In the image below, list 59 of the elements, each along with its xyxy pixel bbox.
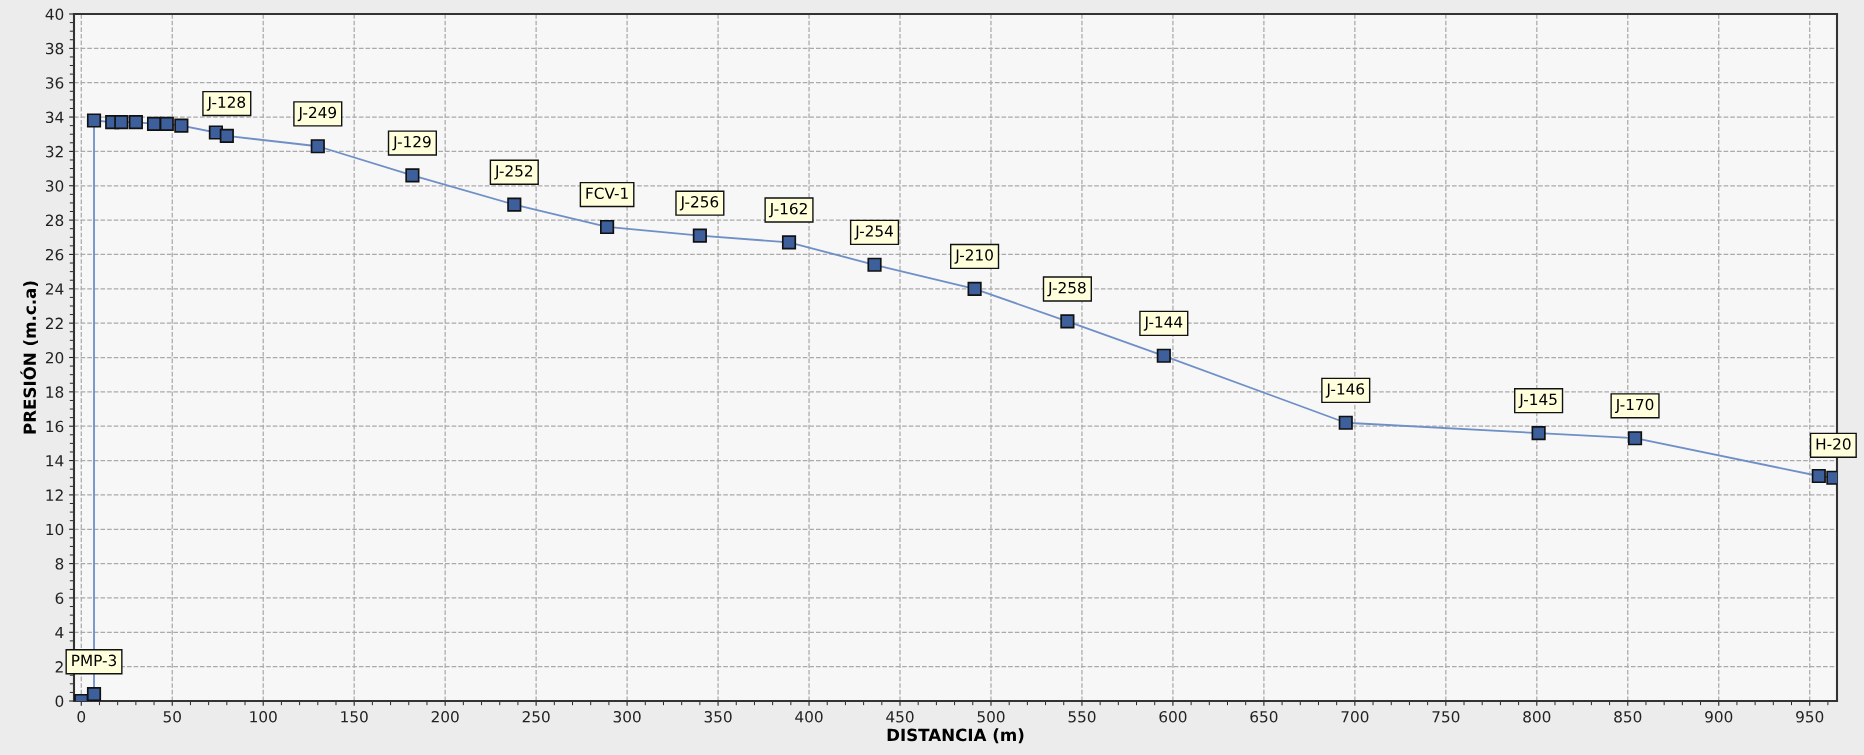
x-tick-label: 500 <box>977 710 1005 723</box>
x-tick-label: 750 <box>1432 710 1460 723</box>
x-tick-label: 900 <box>1705 710 1733 723</box>
x-tick-label: 850 <box>1614 710 1642 723</box>
x-tick-label: 100 <box>250 710 277 723</box>
x-tick-label: 950 <box>1796 710 1824 723</box>
y-tick-label: 36 <box>46 77 64 89</box>
annotation: J-258 <box>1047 281 1086 297</box>
annotation: J-170 <box>1614 398 1654 414</box>
x-tick-label: 250 <box>522 710 550 723</box>
x-tick-label: 350 <box>704 710 732 723</box>
y-tick-label: 0 <box>55 695 64 708</box>
annotation: FCV-1 <box>586 187 628 200</box>
y-tick-label: 24 <box>45 283 64 295</box>
annotation: J-254 <box>854 225 893 240</box>
y-tick-label: 22 <box>45 317 63 329</box>
annotation: J-210 <box>954 249 993 264</box>
y-tick-label: 10 <box>46 523 64 536</box>
y-tick-label: 32 <box>46 145 63 158</box>
y-tick-label: 40 <box>45 8 64 21</box>
x-tick-label: 700 <box>1341 710 1369 723</box>
x-tick-label: 50 <box>163 710 181 723</box>
annotation: J-256 <box>679 196 719 211</box>
annotation: J-145 <box>1518 393 1557 408</box>
x-tick-label: 400 <box>795 710 823 723</box>
annotation: J-129 <box>392 135 431 151</box>
annotation: J-252 <box>494 165 533 180</box>
x-tick-label: 300 <box>613 710 641 723</box>
y-tick-label: 6 <box>55 592 64 604</box>
y-tick-label: 18 <box>46 386 64 398</box>
y-tick-label: 12 <box>46 489 63 501</box>
x-tick-label: 550 <box>1068 710 1096 723</box>
x-tick-label: 200 <box>431 710 459 723</box>
annotation: J-144 <box>1143 316 1183 331</box>
x-tick-label: 650 <box>1250 710 1278 723</box>
y-tick-label: 14 <box>46 455 64 467</box>
y-axis-title: PRESIÓN (m.c.a) <box>20 281 39 434</box>
y-tick-label: 2 <box>55 661 63 673</box>
x-tick-label: 800 <box>1523 710 1551 723</box>
x-tick-label: 450 <box>886 710 914 723</box>
y-tick-label: 16 <box>46 420 64 433</box>
y-tick-label: 20 <box>45 351 64 364</box>
y-tick-label: 4 <box>55 626 64 639</box>
y-tick-label: 28 <box>45 214 64 227</box>
annotation: J-249 <box>297 106 337 122</box>
x-axis-title: DISTANCIA (m) <box>887 728 1024 744</box>
annotation: PMP-3 <box>72 654 117 667</box>
y-tick-label: 38 <box>46 42 64 55</box>
x-tick-label: 150 <box>341 710 368 723</box>
x-tick-label: 0 <box>77 710 86 723</box>
annotation: H-20 <box>1816 438 1851 450</box>
annotation: J-128 <box>206 96 246 111</box>
y-tick-label: 8 <box>55 558 64 570</box>
y-tick-label: 30 <box>46 180 64 192</box>
x-tick-label: 600 <box>1159 710 1187 723</box>
annotation: J-146 <box>1325 383 1365 398</box>
y-tick-label: 26 <box>45 248 64 261</box>
y-tick-label: 34 <box>46 111 64 124</box>
annotation: J-162 <box>768 202 807 218</box>
